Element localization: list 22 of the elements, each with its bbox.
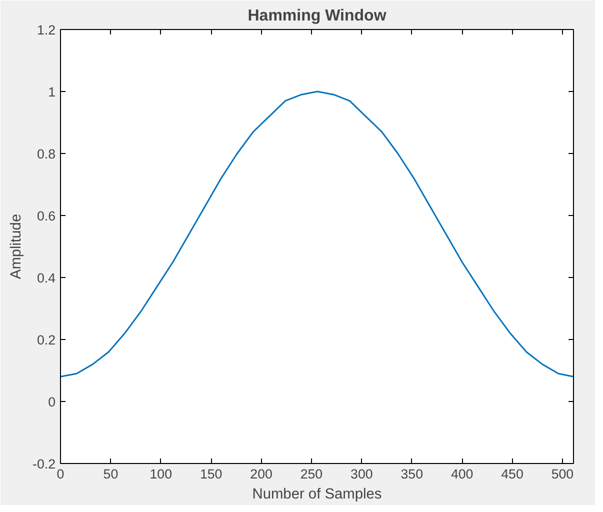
x-tick-label: 450 [501,466,524,482]
chart-title: Hamming Window [248,8,387,24]
x-tick-label: 250 [300,466,323,482]
x-tick-label: 400 [450,466,474,482]
line-series [60,90,574,378]
y-tick-label: 0.8 [36,146,56,162]
y-tick-label: 1.2 [36,22,56,38]
x-tick-label: 500 [551,466,574,482]
x-axis-title: Number of Samples [252,486,382,502]
x-tick-label: 150 [200,466,222,482]
y-tick-label: -0.2 [32,456,56,472]
x-tick-label: 50 [103,466,118,482]
x-tick-label: 100 [150,466,172,482]
y-tick-label: 0.4 [36,270,56,286]
y-tick-label: 0.2 [36,332,56,348]
x-tick-label: 200 [250,466,272,482]
x-tick-label: 350 [400,466,423,482]
y-tick-label: 1 [48,84,56,100]
y-tick-label: 0.6 [36,208,56,224]
y-axis-title: Amplitude [8,214,25,280]
x-tick-label: 300 [350,466,373,482]
y-tick-label: 0 [48,394,56,410]
